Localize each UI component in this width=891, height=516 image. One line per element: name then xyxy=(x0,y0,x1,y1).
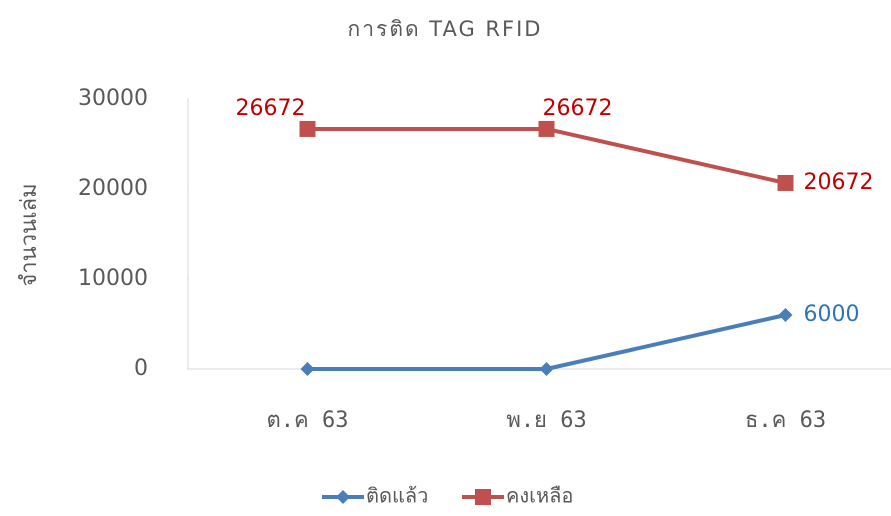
data-point xyxy=(777,174,794,191)
data-point xyxy=(539,362,554,376)
y-axis-label: จำนวนเล่ม xyxy=(17,183,42,286)
data-point xyxy=(778,308,793,322)
x-tick-label: ต.ค 63 xyxy=(267,408,349,433)
x-tick-label: ธ.ค 63 xyxy=(745,408,826,433)
data-label: 6000 xyxy=(804,302,860,327)
x-tick-label: พ.ย 63 xyxy=(506,408,586,433)
legend-label: ติดแล้ว xyxy=(366,484,428,508)
series-line xyxy=(307,126,786,185)
data-point xyxy=(299,120,316,137)
data-label: 26672 xyxy=(543,96,613,121)
chart-title: การติด TAG RFID xyxy=(348,17,543,41)
y-tick-label: 10000 xyxy=(78,266,148,291)
data-point xyxy=(538,120,555,137)
data-point xyxy=(300,362,315,376)
y-tick-label: 30000 xyxy=(78,86,148,111)
data-label: 20672 xyxy=(804,170,874,195)
series-line xyxy=(307,313,786,371)
legend-label: คงเหลือ xyxy=(506,484,573,508)
y-tick-label: 20000 xyxy=(78,176,148,201)
y-tick-label: 0 xyxy=(134,356,148,381)
legend-marker xyxy=(336,490,350,504)
data-label: 26672 xyxy=(236,96,306,121)
legend-marker xyxy=(475,489,491,505)
